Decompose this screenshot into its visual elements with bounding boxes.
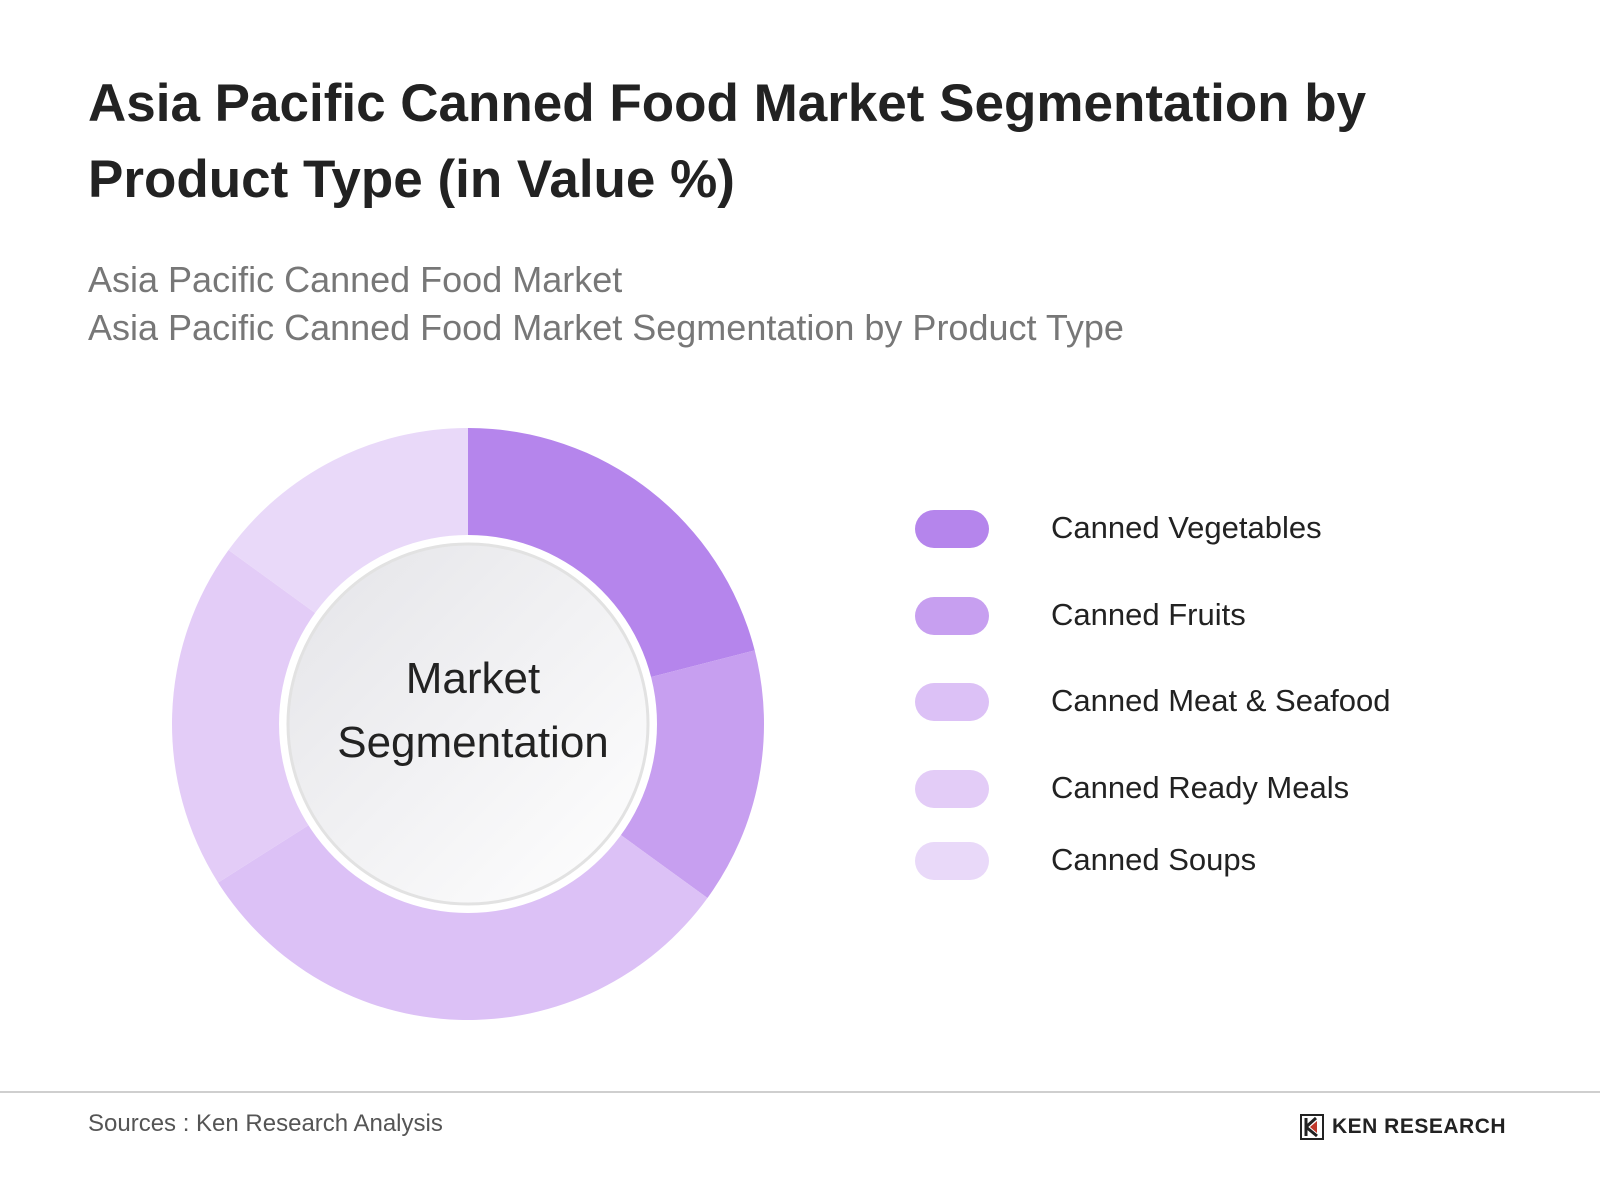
footer-divider — [0, 1091, 1600, 1093]
legend-item-canned-ready-meals: Canned Ready Meals — [915, 768, 1535, 808]
donut-slice-canned-ready-meals — [172, 550, 316, 883]
subtitle-line-1: Asia Pacific Canned Food Market — [88, 259, 623, 300]
legend-swatch-canned-soups — [915, 842, 989, 880]
legend-label-canned-vegetables: Canned Vegetables — [1051, 510, 1322, 545]
donut-chart: Market Segmentation — [172, 428, 764, 1020]
legend-swatch-canned-ready-meals — [915, 770, 989, 808]
legend-swatch-canned-vegetables — [915, 510, 989, 548]
legend-label-canned-meat-seafood: Canned Meat & Seafood — [1051, 683, 1391, 718]
legend-label-canned-ready-meals: Canned Ready Meals — [1051, 770, 1350, 805]
legend-label-canned-fruits: Canned Fruits — [1051, 597, 1246, 632]
brand-name: KEN RESEARCH — [1332, 1115, 1507, 1138]
subtitle-line-2: Asia Pacific Canned Food Market Segmenta… — [88, 307, 1124, 348]
ken-research-logo-icon — [1300, 1114, 1324, 1140]
donut-slice-canned-vegetables — [468, 428, 755, 678]
chart-title: Asia Pacific Canned Food Market Segmenta… — [88, 74, 1367, 209]
center-label-line-1: Market — [406, 654, 540, 703]
donut-slice-canned-soups — [228, 428, 468, 614]
legend-item-canned-vegetables: Canned Vegetables — [915, 508, 1535, 548]
donut-center — [286, 542, 650, 906]
chart-legend: Canned Vegetables Canned Fruits Canned Mea… — [915, 500, 1535, 900]
legend-label-canned-soups: Canned Soups — [1051, 842, 1257, 877]
legend-swatch-canned-fruits — [915, 597, 989, 635]
donut-slices — [172, 428, 764, 1020]
legend-item-canned-soups: Canned Soups — [915, 840, 1535, 880]
legend-item-canned-fruits: Canned Fruits — [915, 595, 1535, 635]
center-label-line-2: Segmentation — [337, 718, 609, 767]
legend-item-canned-meat-seafood: Canned Meat & Seafood — [915, 681, 1535, 721]
chart-subtitle: Asia Pacific Canned Food Market Asia Pac… — [88, 256, 1388, 352]
donut-slice-canned-meat-seafood — [218, 824, 708, 1020]
source-note: Sources : Ken Research Analysis — [88, 1110, 443, 1137]
brand-logo: KEN RESEARCH — [1300, 1112, 1540, 1142]
legend-swatch-canned-meat-seafood — [915, 683, 989, 721]
